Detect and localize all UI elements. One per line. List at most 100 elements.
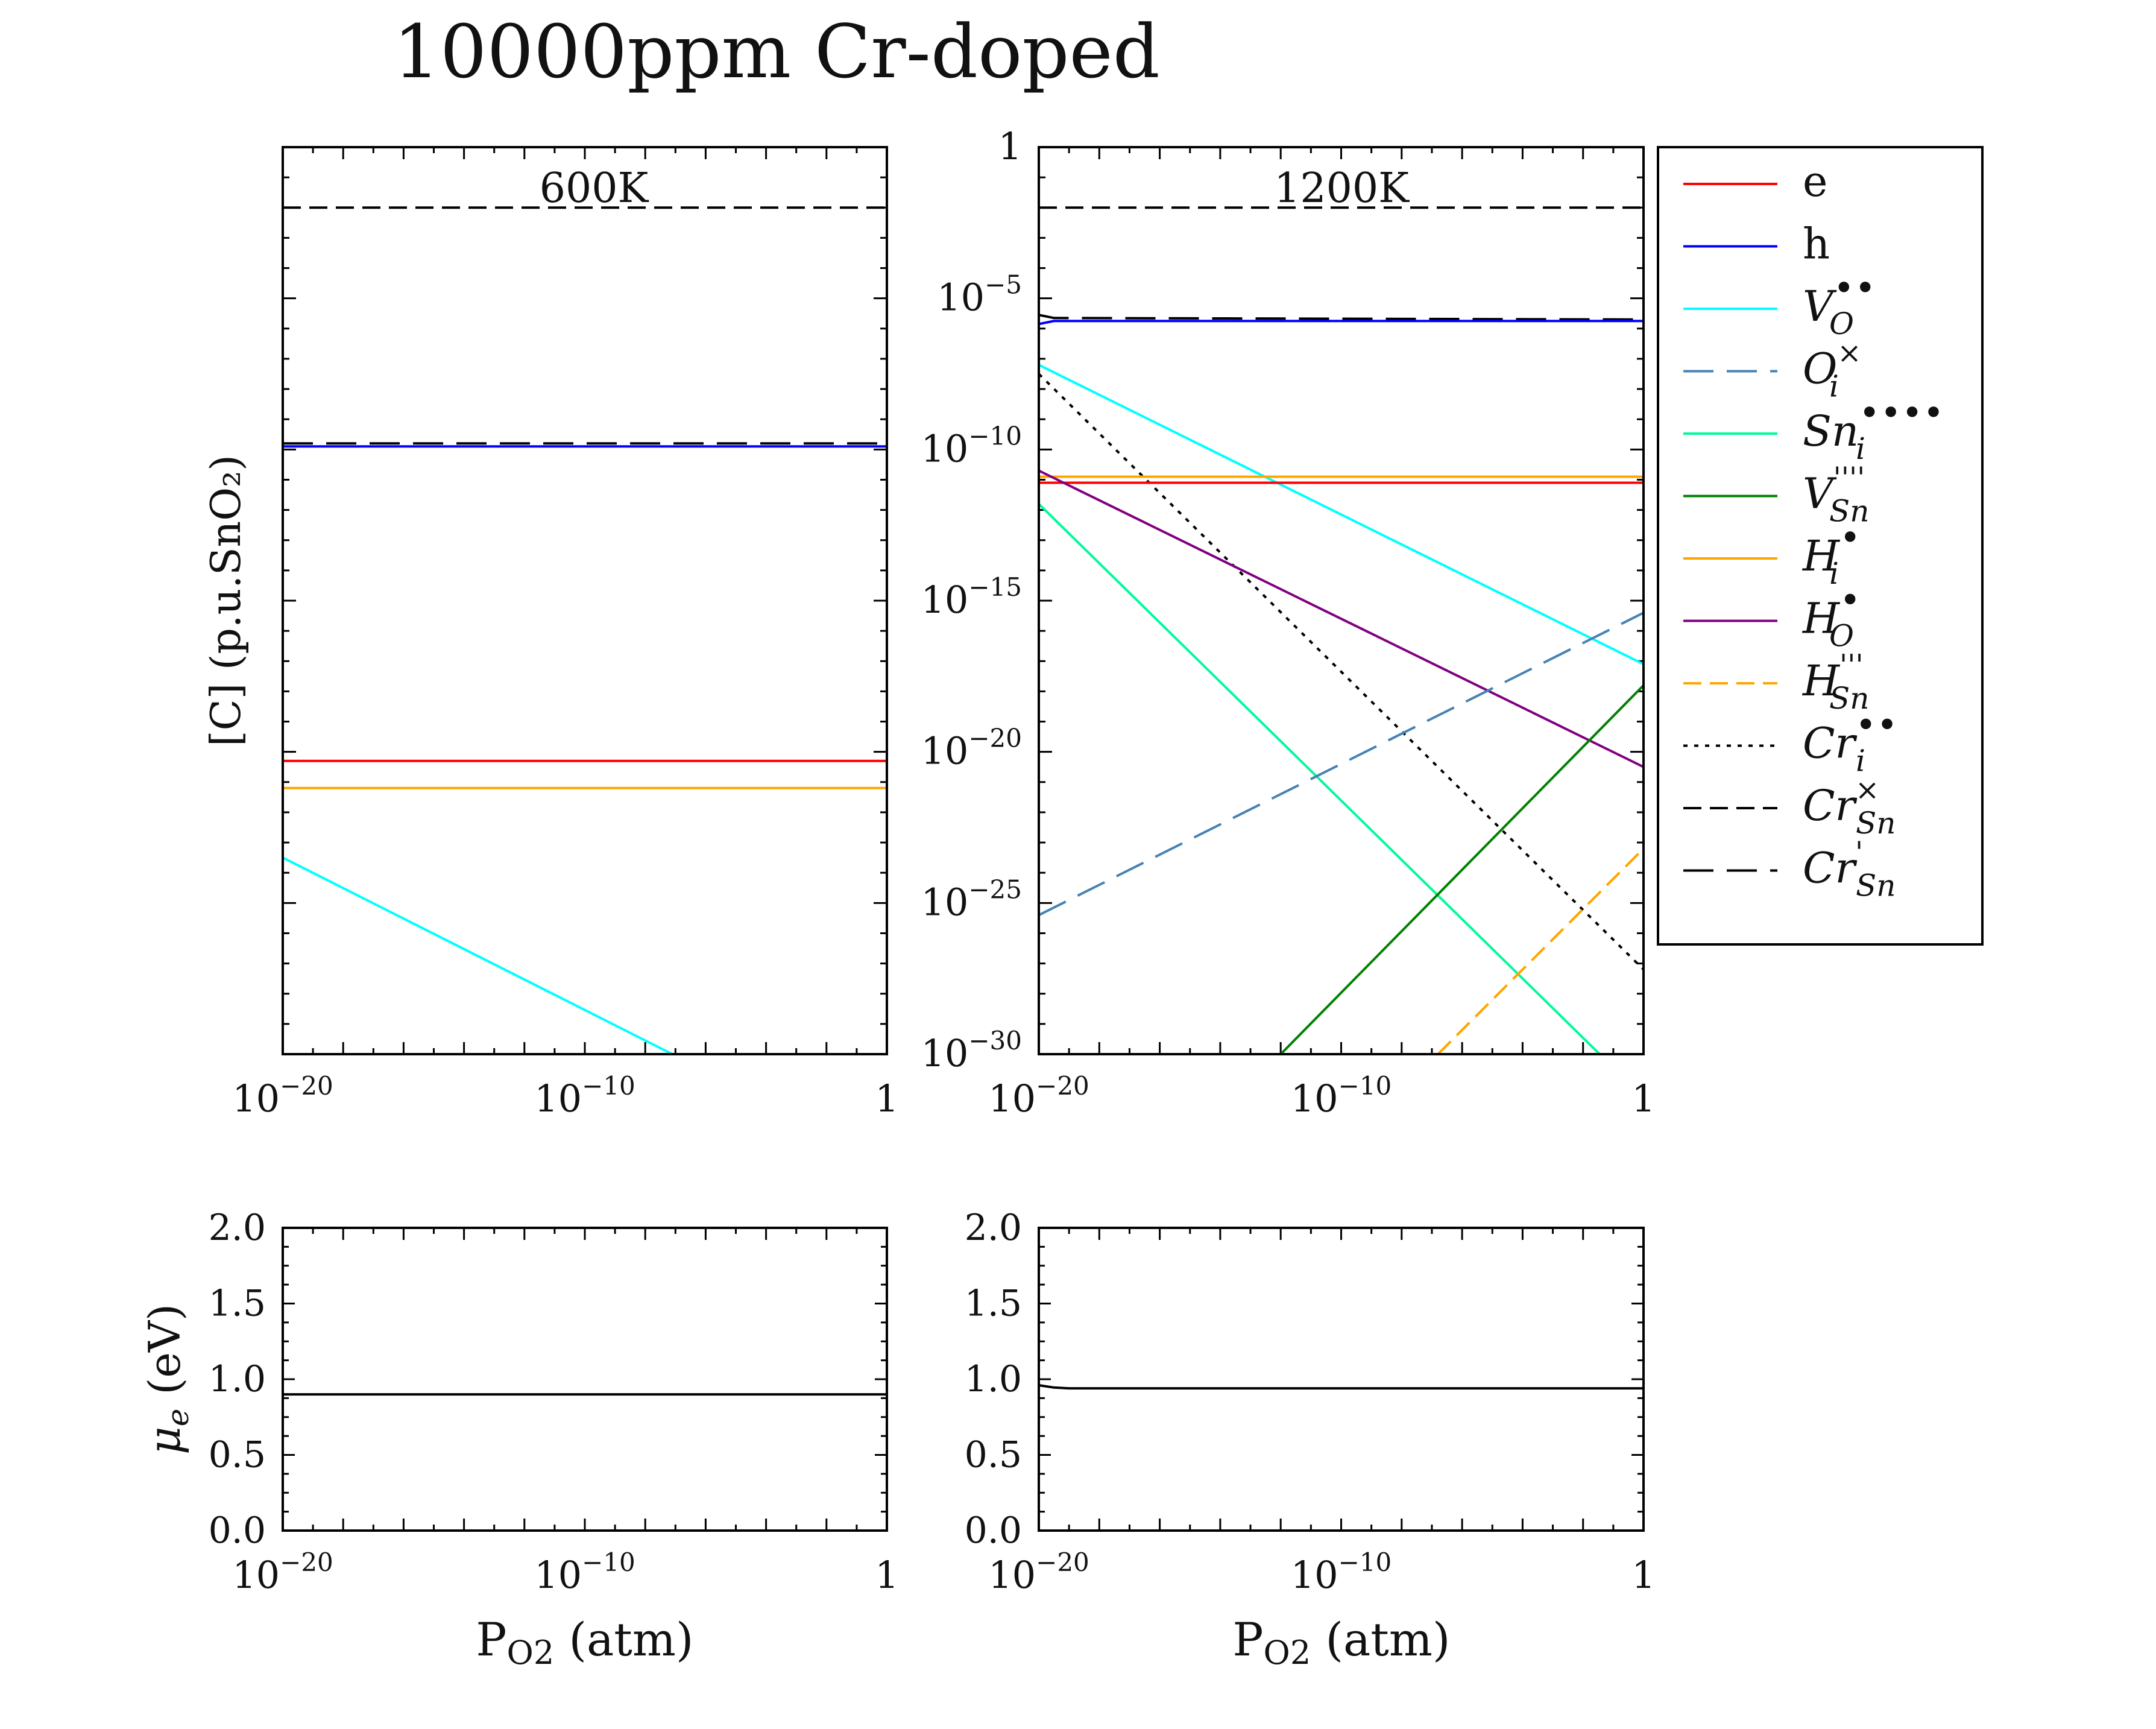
y-tick-label: 10−30	[921, 1026, 1022, 1075]
panel-mu-1200k-frame	[1038, 1227, 1645, 1532]
series-mu	[1039, 1384, 1644, 1390]
y-tick-label-base: 10	[921, 1031, 968, 1075]
legend-label-sub: Sn	[1856, 868, 1896, 903]
legend-label-sup: '''	[1839, 648, 1864, 682]
panel-1200k: 10−20 10−10 1110−510−1010−1510−2010−2510−3…	[921, 124, 1655, 1121]
legend-label: H• O	[1801, 580, 1861, 654]
y-tick-label: 0.5	[965, 1434, 1022, 1476]
y-tick-label-base: 10	[921, 729, 968, 773]
legend-entry-VO: V•• O	[1683, 267, 1876, 341]
legend-entry-Oi: O× i	[1683, 337, 1862, 404]
panel-mu-600k-x-label: PO2 (atm)	[476, 1613, 693, 1672]
legend-entry-HO: H• O	[1683, 580, 1861, 654]
y-tick-label: 1.5	[965, 1283, 1022, 1325]
y-tick-label: 10−10	[921, 421, 1022, 470]
y-tick-label-exp: −15	[968, 572, 1022, 602]
x-tick-label: 1	[1631, 1553, 1655, 1597]
x-tick-label-base: 10	[1291, 1553, 1338, 1597]
legend-label-sup: •	[1839, 580, 1861, 622]
y-tick-label-base: 10	[921, 880, 968, 924]
legend-label-sup: •	[1839, 517, 1861, 559]
panel-1200k-frame	[1038, 146, 1645, 1055]
panel-1200k-ticks: 10−20 10−10 1110−510−1010−1510−2010−2510−3…	[921, 124, 1655, 1121]
series-Oi	[1039, 612, 1644, 917]
y-tick-label: 10−20	[921, 724, 1022, 773]
legend-label-base: Cr	[1803, 781, 1858, 830]
series-HSn	[1437, 847, 1644, 1054]
x-tick-label-exp: −20	[1036, 1547, 1089, 1577]
legend-label-sup: ×	[1855, 773, 1879, 807]
series-h	[1039, 320, 1644, 326]
x-tick-label: 1	[1631, 1076, 1655, 1121]
x-tick-label-exp: −10	[1338, 1071, 1392, 1101]
y-tick-label: 10−5	[937, 270, 1022, 320]
y-tick-label-exp: −25	[968, 874, 1022, 904]
series-VO	[1039, 364, 1644, 666]
y-tick-label-base: 10	[937, 276, 985, 320]
legend-entry-VSn: V'''' Sn	[1683, 461, 1869, 529]
legend-label-base: H	[1801, 594, 1841, 643]
panel-600k-series	[283, 206, 887, 1054]
x-tick-label-base: 1	[875, 1553, 898, 1597]
x-tick-label-base: 10	[232, 1553, 280, 1597]
legend-label-sub: i	[1856, 744, 1865, 779]
y-tick-label: 1.5	[209, 1283, 266, 1325]
x-tick-label-exp: −20	[280, 1547, 333, 1577]
series-CrSn_1	[1039, 314, 1644, 321]
panel-mu-600k-frame	[282, 1227, 888, 1532]
legend-label-sub: Sn	[1856, 806, 1896, 841]
x-tick-label: 10−20	[988, 1071, 1089, 1121]
y-tick-label: 0.0	[209, 1509, 266, 1552]
legend-label-sub: Sn	[1829, 494, 1869, 529]
legend-label: V•• O	[1803, 267, 1876, 341]
x-tick-label-base: 10	[534, 1553, 582, 1597]
x-tick-label: 10−10	[1291, 1547, 1392, 1597]
legend-frame	[1657, 146, 1984, 946]
x-tick-label: 1	[875, 1076, 898, 1121]
legend-label-sub: Sn	[1829, 681, 1869, 716]
figure-title: 10000ppm Cr-doped	[393, 9, 1160, 95]
panel-1200k-label: 1200K	[1274, 165, 1410, 212]
legend-label: Sn•••• i	[1803, 392, 1944, 466]
legend-label-base: H	[1801, 656, 1841, 706]
legend-label-sub: i	[1856, 431, 1865, 466]
x-tick-label-base: 10	[534, 1076, 582, 1121]
legend-label-base: Cr	[1803, 719, 1858, 768]
y-tick-label: 0.5	[209, 1434, 266, 1476]
x-tick-label-base: 10	[988, 1076, 1036, 1121]
legend-label: O× i	[1803, 337, 1862, 404]
legend-label-sub: i	[1829, 369, 1839, 404]
legend-label: h	[1803, 220, 1830, 269]
series-HO	[1039, 469, 1644, 768]
panel-1200k-series	[1039, 206, 1644, 1054]
legend-entry-Hi: H• i	[1683, 517, 1861, 591]
y-tick-label: 1.0	[965, 1358, 1022, 1400]
x-tick-label-exp: −20	[280, 1071, 333, 1101]
panel-600k-label: 600K	[540, 165, 649, 212]
legend-label-base: Cr	[1803, 844, 1858, 893]
y-tick-label-base: 10	[921, 578, 968, 622]
legend-entry-h: h	[1683, 220, 1830, 269]
legend-entry-e: e	[1683, 157, 1827, 206]
y-tick-label-exp: −30	[968, 1026, 1022, 1055]
x-tick-label: 10−10	[534, 1071, 635, 1121]
x-tick-label: 1	[875, 1553, 898, 1597]
y-tick-label-exp: −10	[968, 421, 1022, 450]
legend-entry-Cri: Cr•• i	[1683, 704, 1898, 779]
x-tick-label-exp: −10	[582, 1071, 635, 1101]
legend-label: Cr•• i	[1803, 704, 1898, 779]
panel-600k: 10−20 10−10 1 600K [C] (p.u.SnO₂)	[203, 146, 899, 1121]
series-VSn	[1279, 684, 1644, 1054]
x-tick-label-base: 1	[1631, 1553, 1655, 1597]
legend-entry-Sni: Sn•••• i	[1683, 392, 1944, 466]
legend-label-base: O	[1803, 344, 1837, 394]
y-tick-label: 0.0	[965, 1509, 1022, 1552]
panel-mu-1200k-x-label: PO2 (atm)	[1232, 1613, 1450, 1672]
legend-entry-CrSn_x: Cr× Sn	[1683, 773, 1896, 841]
legend-label-sup: ••••	[1859, 392, 1944, 434]
panel-600k-y-label: [C] (p.u.SnO₂)	[203, 455, 250, 747]
x-tick-label-base: 10	[232, 1076, 280, 1121]
legend-label: Cr' Sn	[1803, 836, 1896, 903]
